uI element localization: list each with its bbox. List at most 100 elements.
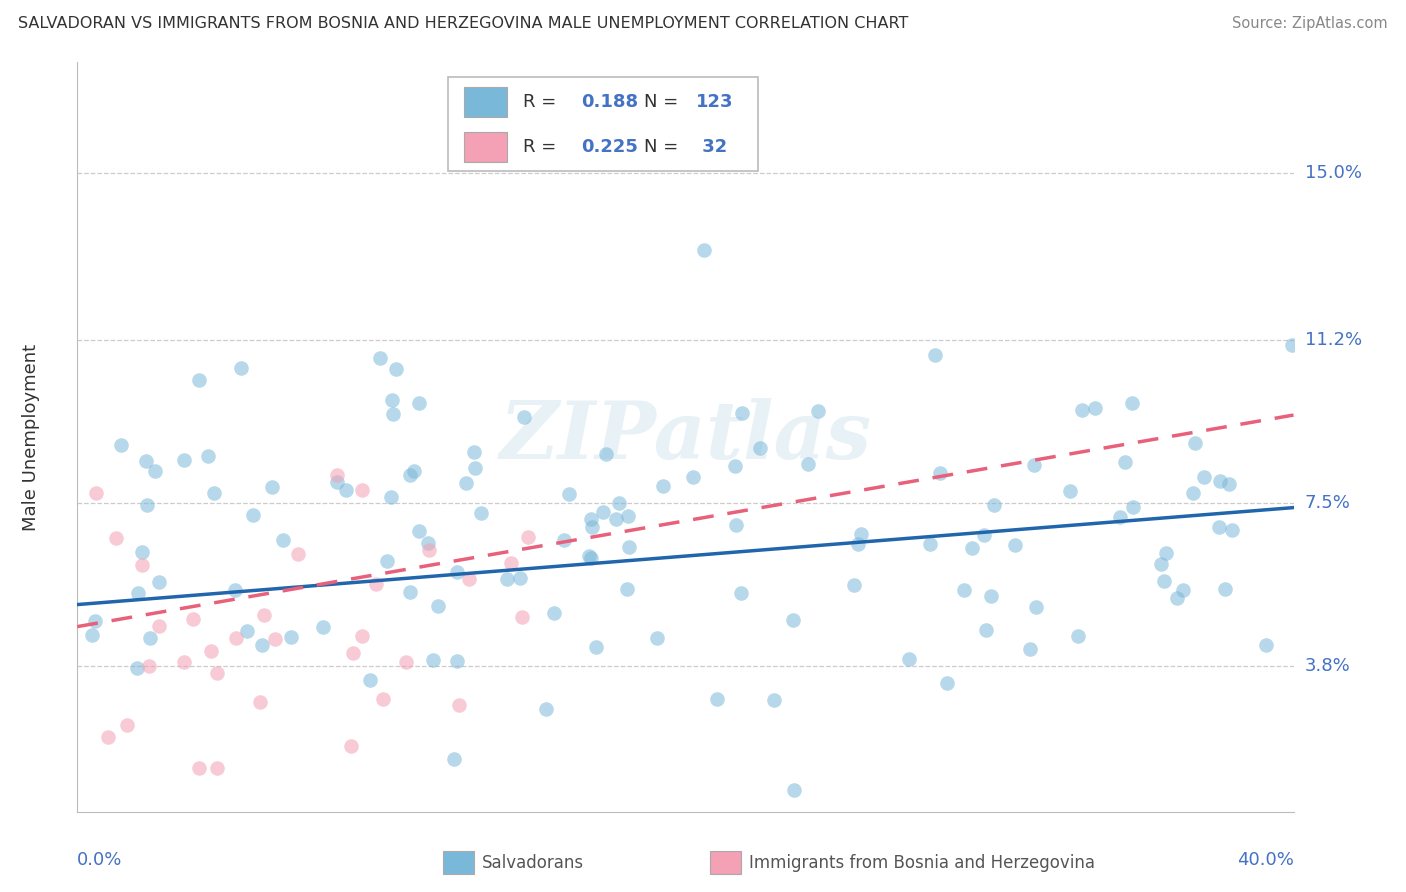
Point	[335, 483, 357, 497]
Point	[1084, 401, 1107, 415]
Point	[458, 572, 481, 586]
Point	[553, 533, 575, 548]
Point	[543, 606, 565, 620]
Text: Source: ZipAtlas.com: Source: ZipAtlas.com	[1232, 16, 1388, 31]
Point	[131, 558, 153, 573]
Point	[730, 585, 752, 599]
Point	[127, 586, 149, 600]
Point	[983, 498, 1005, 512]
Point	[242, 508, 264, 522]
Point	[595, 447, 617, 461]
Point	[929, 467, 952, 481]
Point	[579, 512, 602, 526]
Point	[605, 512, 627, 526]
Point	[385, 361, 408, 376]
Point	[454, 476, 477, 491]
Point	[382, 407, 405, 421]
Point	[706, 692, 728, 706]
Point	[136, 498, 159, 512]
Point	[408, 524, 430, 539]
Point	[366, 576, 388, 591]
Point	[326, 475, 349, 489]
Point	[581, 550, 603, 565]
Point	[104, 531, 127, 545]
Point	[1067, 629, 1090, 643]
Text: Male Unemployment: Male Unemployment	[22, 343, 41, 531]
Point	[842, 577, 865, 591]
Point	[253, 607, 276, 622]
Point	[352, 483, 374, 498]
Point	[1121, 500, 1143, 515]
Point	[250, 638, 273, 652]
Point	[617, 540, 640, 554]
Point	[80, 628, 103, 642]
Point	[962, 541, 984, 556]
Point	[422, 653, 444, 667]
Text: Immigrants from Bosnia and Herzegovina: Immigrants from Bosnia and Herzegovina	[749, 854, 1095, 871]
Point	[509, 571, 531, 585]
Point	[1209, 474, 1232, 488]
Point	[782, 613, 804, 627]
Point	[725, 517, 748, 532]
Text: 3.8%: 3.8%	[1305, 657, 1350, 675]
Point	[1059, 483, 1081, 498]
Point	[953, 582, 976, 597]
Point	[1004, 538, 1026, 552]
Text: Salvadorans: Salvadorans	[482, 854, 585, 871]
Point	[1213, 582, 1236, 597]
Point	[1208, 520, 1230, 534]
Point	[173, 655, 195, 669]
Point	[973, 527, 995, 541]
Point	[371, 692, 394, 706]
Point	[617, 508, 640, 523]
Point	[138, 658, 160, 673]
Point	[342, 647, 364, 661]
Point	[325, 467, 347, 482]
Point	[1220, 524, 1243, 538]
Point	[1184, 436, 1206, 450]
Point	[287, 547, 309, 561]
Point	[1171, 582, 1194, 597]
Point	[918, 537, 941, 551]
Point	[148, 574, 170, 589]
Point	[846, 537, 869, 551]
Point	[446, 566, 468, 580]
Point	[110, 438, 132, 452]
Point	[359, 673, 381, 687]
Point	[131, 545, 153, 559]
Text: 11.2%: 11.2%	[1305, 331, 1362, 349]
Point	[249, 694, 271, 708]
Point	[1154, 546, 1177, 560]
Point	[1070, 403, 1092, 417]
Point	[464, 461, 486, 475]
Point	[496, 572, 519, 586]
Point	[312, 620, 335, 634]
Point	[797, 457, 820, 471]
Text: 40.0%: 40.0%	[1237, 851, 1294, 869]
Point	[200, 644, 222, 658]
Point	[581, 520, 603, 534]
Bar	[443, 851, 474, 874]
Point	[1281, 337, 1303, 351]
Point	[97, 730, 120, 744]
Point	[443, 752, 465, 766]
Point	[205, 666, 228, 681]
Point	[84, 615, 107, 629]
Point	[84, 486, 107, 500]
Point	[585, 640, 607, 654]
Point	[1153, 574, 1175, 588]
Point	[1254, 638, 1277, 652]
Point	[139, 631, 162, 645]
Text: 7.5%: 7.5%	[1305, 494, 1351, 512]
Point	[652, 478, 675, 492]
Point	[404, 464, 426, 478]
Point	[616, 582, 638, 596]
Text: ZIPatlas: ZIPatlas	[499, 399, 872, 475]
Point	[783, 782, 806, 797]
Point	[395, 655, 418, 669]
Point	[682, 470, 704, 484]
Point	[1218, 476, 1240, 491]
Point	[1019, 642, 1042, 657]
Point	[1025, 600, 1047, 615]
Point	[936, 676, 959, 690]
